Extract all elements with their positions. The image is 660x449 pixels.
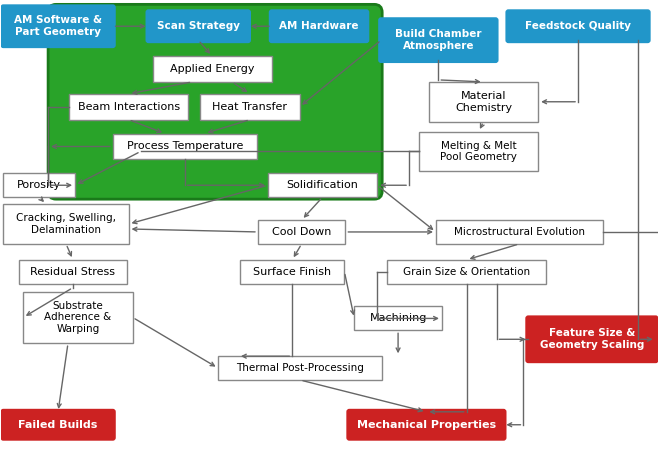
- FancyBboxPatch shape: [526, 317, 657, 362]
- Text: AM Software &
Part Geometry: AM Software & Part Geometry: [14, 15, 102, 37]
- Text: Residual Stress: Residual Stress: [30, 267, 116, 277]
- FancyBboxPatch shape: [1, 410, 115, 440]
- FancyBboxPatch shape: [48, 4, 382, 199]
- Text: Feedstock Quality: Feedstock Quality: [525, 21, 631, 31]
- Text: Machining: Machining: [370, 313, 427, 323]
- FancyBboxPatch shape: [152, 56, 272, 82]
- Text: Build Chamber
Atmosphere: Build Chamber Atmosphere: [395, 29, 482, 51]
- FancyBboxPatch shape: [347, 410, 506, 440]
- Text: Material
Chemistry: Material Chemistry: [455, 91, 512, 113]
- FancyBboxPatch shape: [240, 260, 345, 284]
- FancyBboxPatch shape: [387, 260, 546, 284]
- Text: Melting & Melt
Pool Geometry: Melting & Melt Pool Geometry: [440, 141, 517, 162]
- FancyBboxPatch shape: [436, 220, 603, 244]
- Text: Porosity: Porosity: [17, 180, 61, 190]
- FancyBboxPatch shape: [379, 18, 498, 62]
- FancyBboxPatch shape: [3, 173, 75, 197]
- FancyBboxPatch shape: [200, 94, 300, 119]
- Text: Applied Energy: Applied Energy: [170, 64, 254, 74]
- Text: Process Temperature: Process Temperature: [127, 141, 243, 151]
- FancyBboxPatch shape: [218, 356, 382, 380]
- FancyBboxPatch shape: [419, 132, 539, 172]
- Text: Scan Strategy: Scan Strategy: [156, 21, 240, 31]
- FancyBboxPatch shape: [147, 10, 250, 42]
- FancyBboxPatch shape: [258, 220, 345, 244]
- FancyBboxPatch shape: [113, 133, 257, 159]
- FancyBboxPatch shape: [429, 82, 539, 122]
- Text: Cool Down: Cool Down: [272, 227, 331, 237]
- Text: Feature Size &
Geometry Scaling: Feature Size & Geometry Scaling: [540, 329, 644, 350]
- Text: Heat Transfer: Heat Transfer: [213, 102, 288, 112]
- Text: Cracking, Swelling,
Delamination: Cracking, Swelling, Delamination: [16, 213, 116, 235]
- Text: Thermal Post-Processing: Thermal Post-Processing: [236, 363, 364, 373]
- Text: Substrate
Adherence &
Warping: Substrate Adherence & Warping: [44, 301, 112, 334]
- Text: Microstructural Evolution: Microstructural Evolution: [454, 227, 585, 237]
- FancyBboxPatch shape: [19, 260, 127, 284]
- Text: Mechanical Properties: Mechanical Properties: [357, 420, 496, 430]
- Text: Beam Interactions: Beam Interactions: [78, 102, 180, 112]
- FancyBboxPatch shape: [69, 94, 188, 119]
- FancyBboxPatch shape: [23, 291, 133, 343]
- FancyBboxPatch shape: [268, 173, 378, 197]
- FancyBboxPatch shape: [3, 204, 129, 244]
- Text: Grain Size & Orientation: Grain Size & Orientation: [403, 267, 530, 277]
- FancyBboxPatch shape: [354, 307, 442, 330]
- FancyBboxPatch shape: [1, 5, 115, 47]
- FancyBboxPatch shape: [506, 10, 649, 42]
- Text: AM Hardware: AM Hardware: [279, 21, 359, 31]
- Text: Solidification: Solidification: [286, 180, 358, 190]
- FancyBboxPatch shape: [270, 10, 368, 42]
- Text: Surface Finish: Surface Finish: [253, 267, 331, 277]
- Text: Failed Builds: Failed Builds: [18, 420, 98, 430]
